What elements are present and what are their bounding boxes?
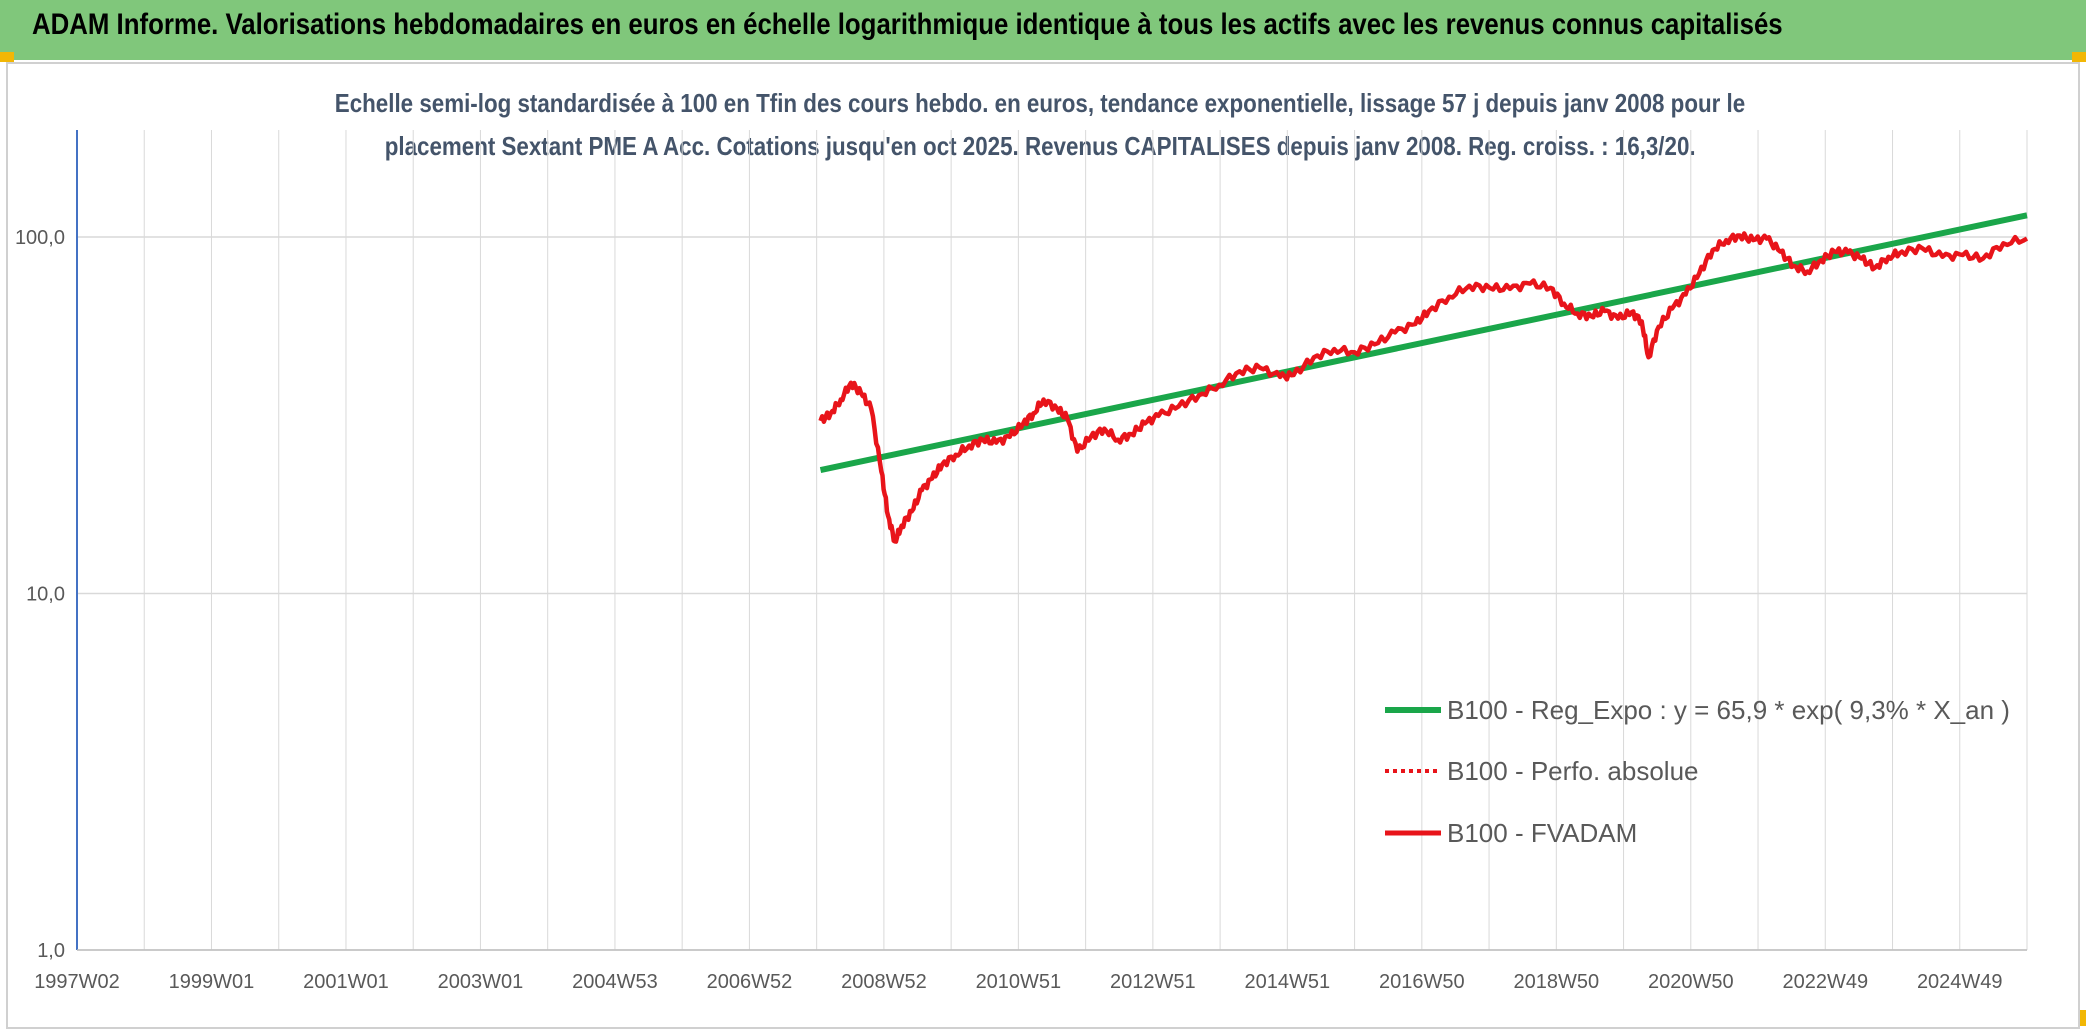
series-line-fvadam — [818, 231, 2029, 544]
legend-label: B100 - Reg_Expo : y = 65,9 * exp( 9,3% *… — [1447, 695, 2010, 725]
report-title: ADAM Informe. Valorisations hebdomadaire… — [32, 8, 1783, 41]
y-tick-label: 100,0 — [15, 227, 65, 249]
y-tick-label: 1,0 — [37, 940, 65, 962]
legend-label: B100 - Perfo. absolue — [1447, 756, 1699, 786]
x-tick-label: 2022W49 — [1782, 971, 1868, 993]
x-tick-label: 2003W01 — [438, 971, 524, 993]
x-tick-label: 2001W01 — [303, 971, 389, 993]
report-header: ADAM Informe. Valorisations hebdomadaire… — [0, 0, 2086, 60]
x-tick-label: 1999W01 — [169, 971, 255, 993]
x-tick-label: 2024W49 — [1917, 971, 2003, 993]
corner-marker-bottom-right — [2078, 1010, 2086, 1026]
chart-title-line-1-text: Echelle semi-log standardisée à 100 en T… — [334, 88, 1746, 118]
corner-marker-left — [0, 52, 14, 62]
x-tick-label: 2006W52 — [707, 971, 793, 993]
x-tick-label: 2020W50 — [1648, 971, 1734, 993]
chart-frame — [6, 62, 2080, 1029]
x-tick-label: 2008W52 — [841, 971, 927, 993]
x-tick-label: 1997W02 — [34, 971, 120, 993]
x-tick-label: 2016W50 — [1379, 971, 1465, 993]
chart-title-line-2: placement Sextant PME A Acc. Cotations j… — [130, 131, 1950, 162]
x-tick-label: 2018W50 — [1513, 971, 1599, 993]
legend-label: B100 - FVADAM — [1447, 818, 1637, 848]
corner-marker-right — [2072, 52, 2086, 62]
chart-title-line-2-text: placement Sextant PME A Acc. Cotations j… — [384, 131, 1696, 161]
x-tick-label: 2012W51 — [1110, 971, 1196, 993]
x-tick-label: 2010W51 — [976, 971, 1062, 993]
chart-title-line-1: Echelle semi-log standardisée à 100 en T… — [130, 88, 1950, 119]
x-tick-label: 2014W51 — [1245, 971, 1331, 993]
x-tick-label: 2004W53 — [572, 971, 658, 993]
y-tick-label: 10,0 — [26, 584, 65, 606]
